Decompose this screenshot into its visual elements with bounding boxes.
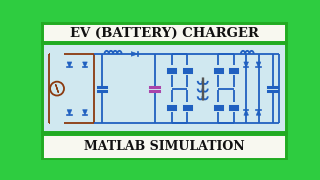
Polygon shape <box>256 110 261 115</box>
Polygon shape <box>244 62 248 68</box>
Polygon shape <box>67 110 72 115</box>
Polygon shape <box>256 62 261 68</box>
Bar <box>42 134 286 159</box>
Polygon shape <box>244 110 248 115</box>
Text: MATLAB SIMULATION: MATLAB SIMULATION <box>84 140 244 153</box>
Polygon shape <box>67 62 72 68</box>
Polygon shape <box>83 62 87 68</box>
Bar <box>42 43 286 132</box>
Polygon shape <box>131 52 138 56</box>
Bar <box>42 23 286 42</box>
Polygon shape <box>83 110 87 115</box>
Text: EV (BATTERY) CHARGER: EV (BATTERY) CHARGER <box>69 27 259 40</box>
